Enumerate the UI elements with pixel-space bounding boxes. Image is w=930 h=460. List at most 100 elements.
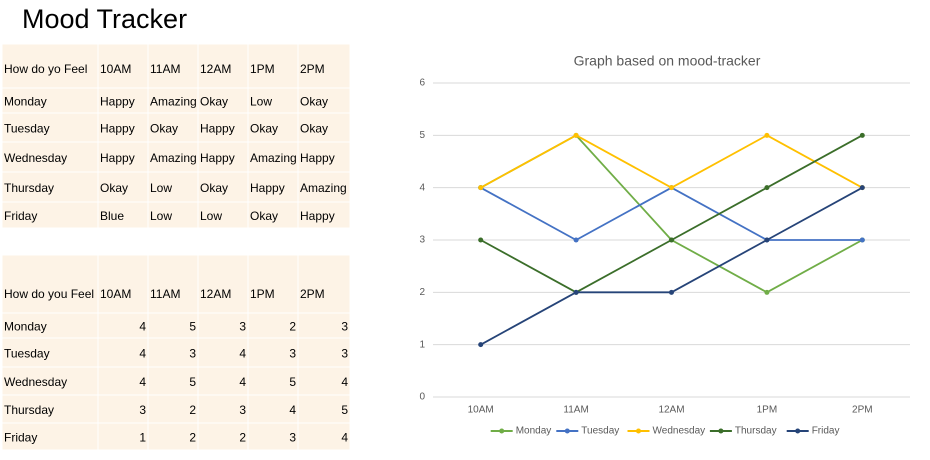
cell-text: Okay	[200, 95, 228, 109]
cell-text: Happy	[300, 151, 335, 165]
cell-text: 11AM	[150, 62, 180, 76]
x-tick-label: 10AM	[468, 405, 494, 416]
cell-text: Amazing	[300, 181, 347, 195]
table-cell	[197, 254, 249, 314]
cell-text: Happy	[200, 122, 235, 136]
data-point	[669, 289, 674, 295]
cell-text: 3	[239, 320, 246, 334]
cell-text: Thursday	[4, 403, 54, 417]
cell-text: 3	[289, 431, 296, 445]
cell-text: Thursday	[4, 181, 54, 195]
cell-text: 12AM	[200, 62, 231, 76]
table-cell	[247, 254, 299, 314]
table-cell	[297, 312, 351, 339]
data-point	[764, 185, 770, 191]
table-cell	[1, 394, 99, 424]
series-line	[480, 186, 863, 346]
table-cell	[97, 87, 149, 114]
cell-text: How do yo Feel	[4, 62, 87, 76]
cell-text: 4	[139, 320, 146, 334]
table-cell	[297, 366, 351, 396]
legend-label: Wednesday	[653, 426, 706, 437]
cell-text: Low	[150, 181, 172, 195]
cell-text: 5	[189, 375, 196, 389]
table-cell	[247, 201, 299, 229]
cell-text: Monday	[4, 320, 47, 334]
cell-text: Okay	[200, 181, 228, 195]
table-cell	[197, 201, 249, 229]
cell-text: 4	[341, 375, 348, 389]
table-cell	[197, 141, 249, 173]
cell-text: Tuesday	[4, 122, 50, 136]
table-cell	[247, 112, 299, 143]
cell-text: Wednesday	[4, 151, 67, 165]
table-cell	[147, 337, 199, 368]
cell-text: Low	[150, 209, 172, 223]
cell-text: Monday	[4, 95, 47, 109]
cell-text: 4	[239, 347, 246, 361]
cell-text: 2	[189, 403, 196, 417]
table-cell	[97, 366, 149, 396]
y-tick-label: 3	[419, 235, 425, 246]
chart-title: Graph based on mood-tracker	[574, 53, 761, 69]
legend-dot	[636, 428, 641, 434]
table-cell	[197, 87, 249, 114]
table-cell	[297, 337, 351, 368]
y-tick-label: 2	[419, 287, 425, 298]
data-point	[859, 185, 865, 191]
cell-text: 2	[189, 431, 196, 445]
table-cell	[147, 43, 199, 89]
legend-dot	[795, 428, 801, 434]
cell-text: 4	[139, 375, 146, 389]
cell-text: 5	[341, 403, 348, 417]
data-point	[764, 237, 770, 243]
cell-text: 12AM	[200, 287, 231, 301]
table-cell	[297, 422, 351, 451]
cell-text: Low	[250, 95, 272, 109]
data-point	[478, 342, 484, 348]
table-cell	[197, 112, 249, 143]
table-cell	[297, 141, 351, 173]
table-cell	[97, 254, 149, 314]
cell-text: Happy	[100, 95, 135, 109]
table-cell	[1, 312, 99, 339]
cell-text: Wednesday	[4, 375, 67, 389]
table-cell	[297, 171, 351, 203]
table-cell	[1, 254, 99, 314]
cell-text: 1PM	[250, 62, 275, 76]
cell-text: Blue	[100, 209, 124, 223]
cell-text: 3	[239, 403, 246, 417]
legend-label: Friday	[812, 426, 840, 437]
cell-text: 3	[341, 320, 348, 334]
data-point	[478, 185, 484, 191]
cell-text: Okay	[300, 122, 328, 136]
data-point	[669, 185, 674, 191]
data-point	[573, 132, 579, 138]
table-cell	[247, 171, 299, 203]
y-tick-label: 1	[419, 339, 425, 350]
cell-text: 4	[139, 347, 146, 361]
table-cell	[297, 201, 351, 229]
cell-text: 2PM	[300, 287, 325, 301]
cell-text: Okay	[100, 181, 128, 195]
table-cell	[1, 141, 99, 173]
table-cell	[97, 394, 149, 424]
page-title: Mood Tracker	[22, 4, 187, 34]
data-point	[478, 237, 484, 243]
cell-text: Happy	[100, 151, 135, 165]
cell-text: 4	[341, 431, 348, 445]
cell-text: Happy	[300, 209, 335, 223]
cell-text: 3	[341, 347, 348, 361]
data-point	[859, 237, 865, 243]
table-cell	[247, 394, 299, 424]
legend-label: Thursday	[735, 426, 777, 437]
x-tick-label: 2PM	[852, 405, 873, 416]
data-point	[573, 289, 579, 295]
cell-text: Happy	[100, 122, 135, 136]
cell-text: 4	[239, 375, 246, 389]
table-cell	[1, 422, 99, 451]
y-tick-label: 0	[419, 392, 425, 403]
data-point	[764, 132, 770, 138]
cell-text: Friday	[4, 431, 37, 445]
cell-text: 5	[289, 375, 296, 389]
